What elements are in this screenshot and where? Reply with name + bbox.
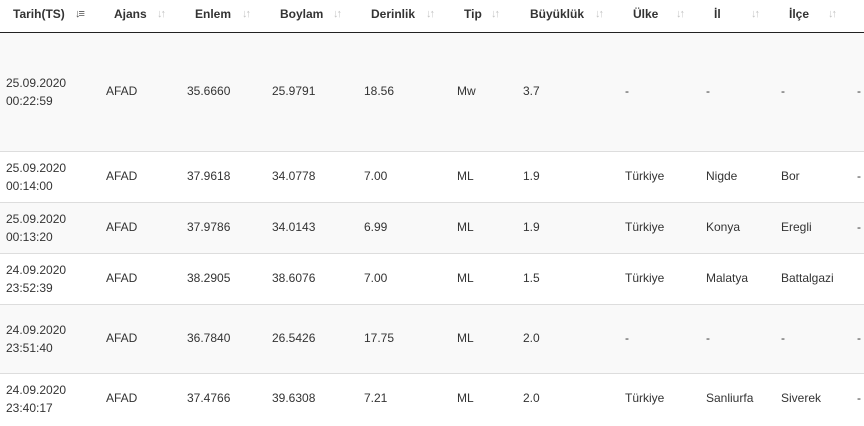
latitude-cell: 36.7840 — [187, 331, 231, 345]
agency-cell: AFAD — [106, 271, 138, 285]
date-cell: 25.09.2020 00:14:00 — [6, 161, 67, 193]
longitude-cell: 38.6076 — [272, 271, 316, 285]
province-cell: - — [706, 84, 710, 98]
sort-arrows-icon[interactable]: ↓↑ — [676, 8, 685, 20]
country-cell: - — [625, 84, 629, 98]
country-cell: Türkiye — [625, 391, 665, 405]
date-cell: 24.09.2020 23:51:40 — [6, 323, 67, 355]
overflow-cell: - — [857, 331, 861, 345]
column-header-magnitude[interactable]: Büyüklük — [530, 7, 585, 21]
longitude-cell: 25.9791 — [272, 84, 316, 98]
province-cell: - — [706, 331, 710, 345]
latitude-cell: 35.6660 — [187, 84, 231, 98]
country-cell: - — [625, 331, 629, 345]
type-cell: Mw — [457, 84, 476, 98]
magnitude-cell: 1.9 — [523, 169, 540, 183]
country-cell: Türkiye — [625, 169, 665, 183]
country-cell: Türkiye — [625, 271, 665, 285]
column-header-latitude[interactable]: Enlem — [195, 7, 232, 21]
latitude-cell: 37.4766 — [187, 391, 231, 405]
column-header-country[interactable]: Ülke — [633, 7, 659, 21]
sort-arrows-icon[interactable]: ↓↑ — [595, 8, 604, 20]
table-header: Tarih(TS) ↓≡ Ajans ↓↑ Enlem ↓↑ Boylam ↓↑… — [0, 0, 864, 33]
country-cell: Türkiye — [625, 220, 665, 234]
agency-cell: AFAD — [106, 169, 138, 183]
table-row[interactable]: 25.09.2020 00:22:59 AFAD 35.6660 25.9791 … — [0, 33, 864, 152]
sort-arrows-icon[interactable]: ↓↑ — [242, 8, 251, 20]
agency-cell: AFAD — [106, 220, 138, 234]
depth-cell: 7.00 — [364, 271, 388, 285]
date-cell: 24.09.2020 23:40:17 — [6, 383, 67, 415]
table-row[interactable]: 25.09.2020 00:13:20 AFAD 37.9786 34.0143 … — [0, 203, 864, 254]
province-cell: Malatya — [706, 271, 749, 285]
district-cell: - — [781, 84, 785, 98]
type-cell: ML — [457, 331, 474, 345]
district-cell: Battalgazi — [781, 271, 834, 285]
depth-cell: 17.75 — [364, 331, 395, 345]
date-cell: 25.09.2020 00:22:59 — [6, 76, 67, 108]
sort-arrows-icon[interactable]: ↓↑ — [751, 8, 760, 20]
table-row[interactable]: 24.09.2020 23:40:17 AFAD 37.4766 39.6308 … — [0, 374, 864, 424]
sort-arrows-icon[interactable]: ↓↑ — [426, 8, 435, 20]
overflow-cell: - — [857, 391, 861, 405]
overflow-cell: - — [857, 220, 861, 234]
longitude-cell: 26.5426 — [272, 331, 316, 345]
sort-arrows-icon[interactable]: ↓↑ — [491, 8, 500, 20]
type-cell: ML — [457, 220, 474, 234]
column-header-district[interactable]: İlçe — [789, 7, 810, 21]
column-header-date[interactable]: Tarih(TS) — [13, 7, 65, 21]
table-row[interactable]: 24.09.2020 23:51:40 AFAD 36.7840 26.5426 … — [0, 305, 864, 374]
latitude-cell: 38.2905 — [187, 271, 231, 285]
column-header-depth[interactable]: Derinlik — [371, 7, 416, 21]
depth-cell: 6.99 — [364, 220, 388, 234]
district-cell: Eregli — [781, 220, 812, 234]
date-cell: 25.09.2020 00:13:20 — [6, 212, 67, 244]
table-row[interactable]: 25.09.2020 00:14:00 AFAD 37.9618 34.0778 … — [0, 152, 864, 203]
latitude-cell: 37.9786 — [187, 220, 231, 234]
magnitude-cell: 2.0 — [523, 391, 540, 405]
province-cell: Sanliurfa — [706, 391, 754, 405]
type-cell: ML — [457, 271, 474, 285]
latitude-cell: 37.9618 — [187, 169, 231, 183]
magnitude-cell: 1.9 — [523, 220, 540, 234]
column-header-agency[interactable]: Ajans — [114, 7, 147, 21]
agency-cell: AFAD — [106, 331, 138, 345]
magnitude-cell: 3.7 — [523, 84, 540, 98]
sort-arrows-icon[interactable]: ↓↑ — [157, 8, 166, 20]
magnitude-cell: 1.5 — [523, 271, 540, 285]
province-cell: Nigde — [706, 169, 738, 183]
column-header-type[interactable]: Tip — [464, 7, 482, 21]
table-row[interactable]: 24.09.2020 23:52:39 AFAD 38.2905 38.6076 … — [0, 254, 864, 305]
agency-cell: AFAD — [106, 391, 138, 405]
province-cell: Konya — [706, 220, 741, 234]
longitude-cell: 34.0778 — [272, 169, 316, 183]
sort-arrows-icon[interactable]: ↓↑ — [828, 8, 837, 20]
type-cell: ML — [457, 169, 474, 183]
longitude-cell: 34.0143 — [272, 220, 316, 234]
sort-descending-icon[interactable]: ↓≡ — [75, 8, 85, 20]
district-cell: - — [781, 331, 785, 345]
magnitude-cell: 2.0 — [523, 331, 540, 345]
column-header-longitude[interactable]: Boylam — [280, 7, 324, 21]
overflow-cell: - — [857, 84, 861, 98]
date-cell: 24.09.2020 23:52:39 — [6, 263, 67, 295]
sort-arrows-icon[interactable]: ↓↑ — [333, 8, 342, 20]
column-header-province[interactable]: İl — [714, 7, 721, 21]
depth-cell: 7.21 — [364, 391, 388, 405]
agency-cell: AFAD — [106, 84, 138, 98]
depth-cell: 7.00 — [364, 169, 388, 183]
district-cell: Siverek — [781, 391, 822, 405]
district-cell: Bor — [781, 169, 800, 183]
type-cell: ML — [457, 391, 474, 405]
overflow-cell: - — [857, 169, 861, 183]
depth-cell: 18.56 — [364, 84, 395, 98]
longitude-cell: 39.6308 — [272, 391, 316, 405]
